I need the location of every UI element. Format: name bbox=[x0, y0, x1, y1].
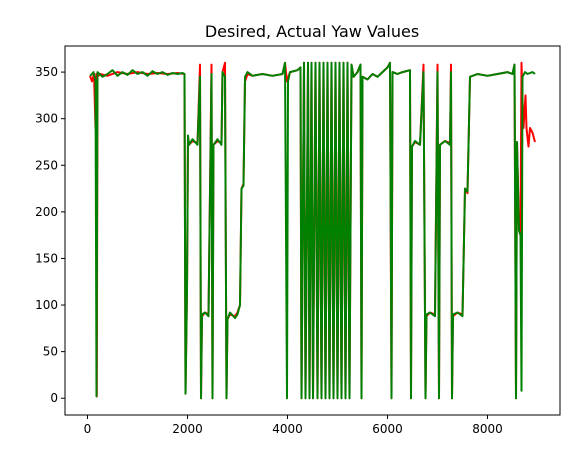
y-axis: 0 50 100 150 200 250 300 350 bbox=[35, 65, 65, 405]
chart-title: Desired, Actual Yaw Values bbox=[205, 22, 419, 41]
x-axis: 0 2000 4000 6000 8000 bbox=[84, 415, 503, 436]
x-tick-label: 2000 bbox=[172, 422, 203, 436]
x-tick-label: 4000 bbox=[272, 422, 303, 436]
x-tick-label: 8000 bbox=[472, 422, 503, 436]
plot-frame bbox=[64, 45, 561, 416]
y-tick-label: 300 bbox=[35, 112, 58, 126]
y-tick-label: 0 bbox=[50, 391, 58, 405]
x-tick-label: 0 bbox=[84, 422, 92, 436]
plot-area bbox=[89, 61, 536, 400]
y-tick-label: 100 bbox=[35, 298, 58, 312]
y-tick-label: 200 bbox=[35, 205, 58, 219]
y-tick-label: 150 bbox=[35, 251, 58, 265]
y-tick-label: 250 bbox=[35, 158, 58, 172]
y-tick-label: 350 bbox=[35, 65, 58, 79]
y-tick-label: 50 bbox=[43, 345, 58, 359]
x-tick-label: 6000 bbox=[372, 422, 403, 436]
series-line-1 bbox=[89, 61, 536, 400]
